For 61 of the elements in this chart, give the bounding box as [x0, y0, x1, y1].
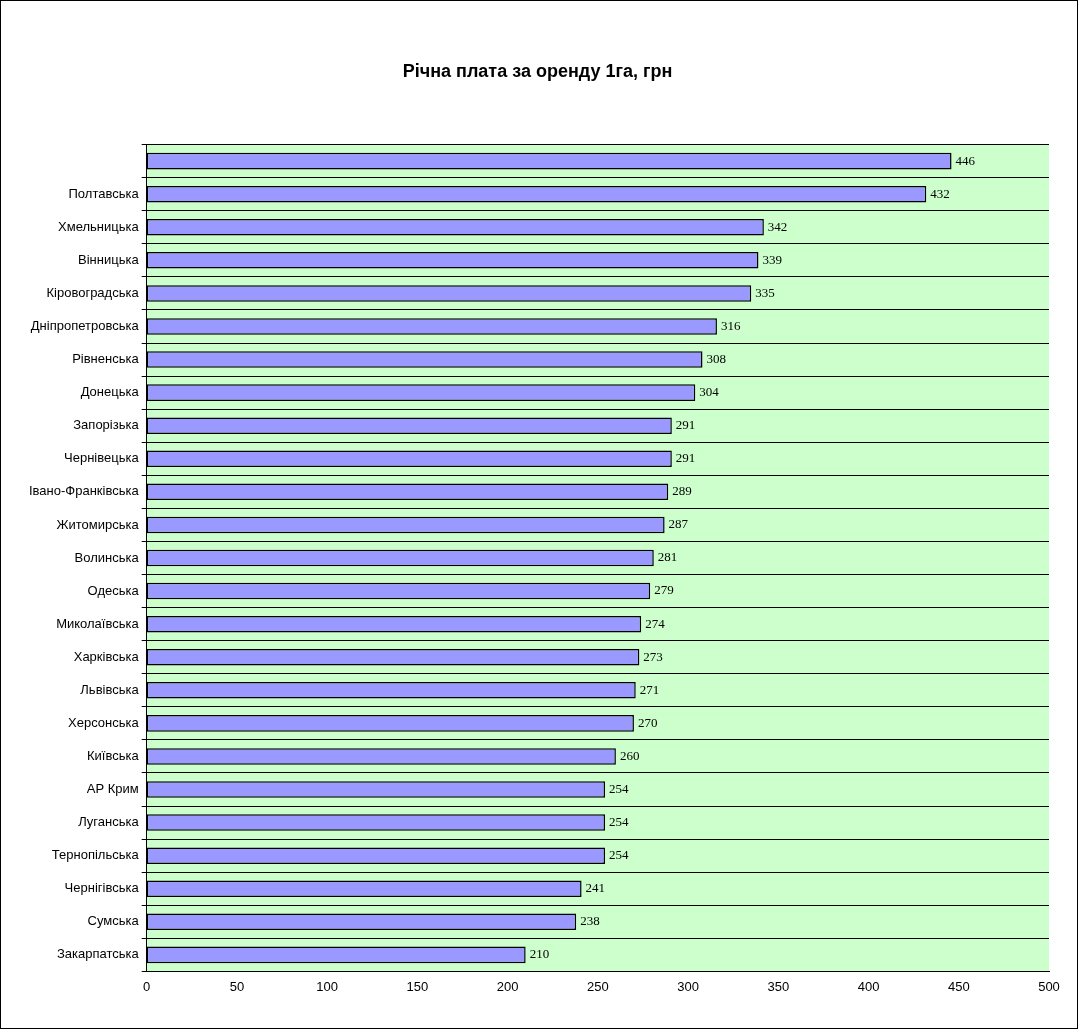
- data-label: 270: [637, 714, 658, 730]
- y-tick-label: Вінницька: [78, 251, 140, 267]
- data-label: 316: [720, 317, 741, 333]
- y-tick-label: Сумська: [87, 913, 140, 929]
- y-tick-label: Тернопільська: [51, 847, 140, 863]
- data-label: 291: [675, 450, 696, 466]
- data-label: 210: [529, 946, 550, 962]
- data-label: 281: [657, 549, 678, 565]
- data-label: 287: [668, 516, 689, 532]
- chart-title: Річна плата за оренду 1га, грн: [402, 60, 673, 81]
- data-label: 308: [706, 350, 727, 366]
- y-tick-label: Житомирська: [56, 516, 140, 532]
- y-tick-label: Закарпатська: [56, 946, 140, 962]
- data-label: 289: [672, 483, 692, 499]
- y-tick-label: Одеська: [87, 582, 140, 598]
- x-tick-label: 0: [143, 978, 151, 994]
- x-tick-label: 200: [496, 978, 519, 994]
- data-label: 291: [675, 417, 696, 433]
- x-tick-label: 100: [316, 978, 338, 994]
- x-tick-label: 50: [229, 978, 245, 994]
- data-label: 238: [580, 913, 600, 929]
- x-tick-label: 150: [406, 978, 429, 994]
- y-tick-label: Донецька: [80, 384, 140, 400]
- x-tick-label: 400: [857, 978, 880, 994]
- y-tick-label: Луганська: [78, 814, 140, 830]
- data-label: 254: [609, 780, 630, 796]
- y-tick-label: Чернівецька: [64, 450, 140, 466]
- y-tick-label: АР Крим: [86, 781, 139, 797]
- y-tick-label: Львівська: [80, 681, 140, 697]
- y-tick-label: Херсонська: [68, 714, 140, 730]
- y-tick-label: Полтавська: [68, 185, 140, 201]
- y-tick-label: Чернігівська: [64, 880, 140, 896]
- data-label: 254: [609, 847, 630, 863]
- data-label: 304: [699, 384, 720, 400]
- x-tick-label: 250: [586, 978, 609, 994]
- y-tick-label: Дніпропетровська: [30, 318, 140, 334]
- y-tick-label: Івано-Франківська: [28, 483, 140, 499]
- y-tick-label: Миколаївська: [56, 615, 140, 631]
- data-label: 254: [609, 814, 630, 829]
- y-tick-label: Запорізька: [73, 417, 140, 433]
- data-label: 274: [645, 615, 666, 631]
- x-tick-label: 450: [947, 978, 970, 994]
- x-tick-label: 350: [767, 978, 790, 994]
- x-tick-label: 300: [677, 978, 699, 994]
- data-label: 241: [585, 880, 606, 896]
- data-label: 335: [755, 284, 775, 300]
- data-label: 446: [955, 152, 976, 168]
- x-tick-label: 500: [1038, 978, 1060, 994]
- data-label: 279: [654, 582, 674, 598]
- data-label: 273: [643, 648, 663, 664]
- y-tick-label: Хмельницька: [58, 218, 140, 234]
- y-tick-label: Кіровоградська: [46, 285, 140, 300]
- data-label: 271: [639, 681, 660, 697]
- y-tick-label: Київська: [86, 748, 140, 764]
- data-label: 260: [619, 747, 640, 763]
- data-label: 342: [767, 218, 788, 234]
- data-label: 432: [930, 185, 950, 201]
- data-label: 339: [762, 251, 782, 267]
- y-tick-label: Рівненська: [72, 351, 140, 367]
- y-tick-label: Волинська: [74, 549, 140, 565]
- y-tick-label: Харківська: [73, 648, 140, 664]
